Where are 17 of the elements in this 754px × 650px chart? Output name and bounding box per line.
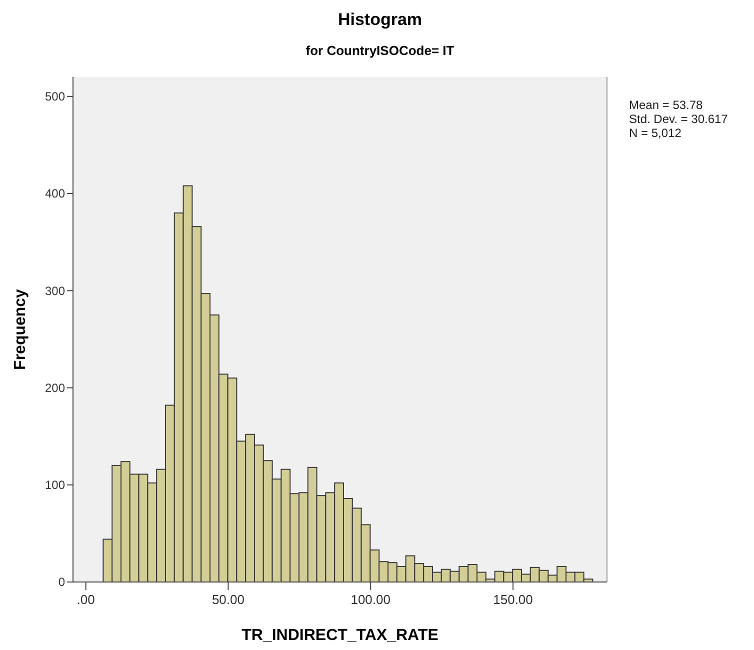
y-tick-label: 0 [58,575,66,590]
text: Std. Dev. = 30.617 [629,112,728,126]
x-tick-label: .00 [76,592,95,607]
chart-subtitle: for CountryISOCode= IT [306,43,454,58]
x-tick-label: 50.00 [212,592,244,607]
y-tick-label: 200 [44,380,66,395]
text: Mean = 53.78 [629,98,704,112]
x-tick-label: 100.00 [350,592,390,607]
x-tick-label: 150.00 [493,592,533,607]
chart-title: Histogram [338,10,422,29]
y-tick-label: 400 [44,186,66,201]
x-axis-title: TR_INDIRECT_TAX_RATE [242,627,439,644]
y-tick-label: 500 [44,90,66,104]
text: N = 5,012 [629,126,682,140]
y-tick-label: 300 [44,284,66,298]
y-tick-label: 100 [44,478,66,492]
y-axis-title: Frequency [12,288,29,370]
